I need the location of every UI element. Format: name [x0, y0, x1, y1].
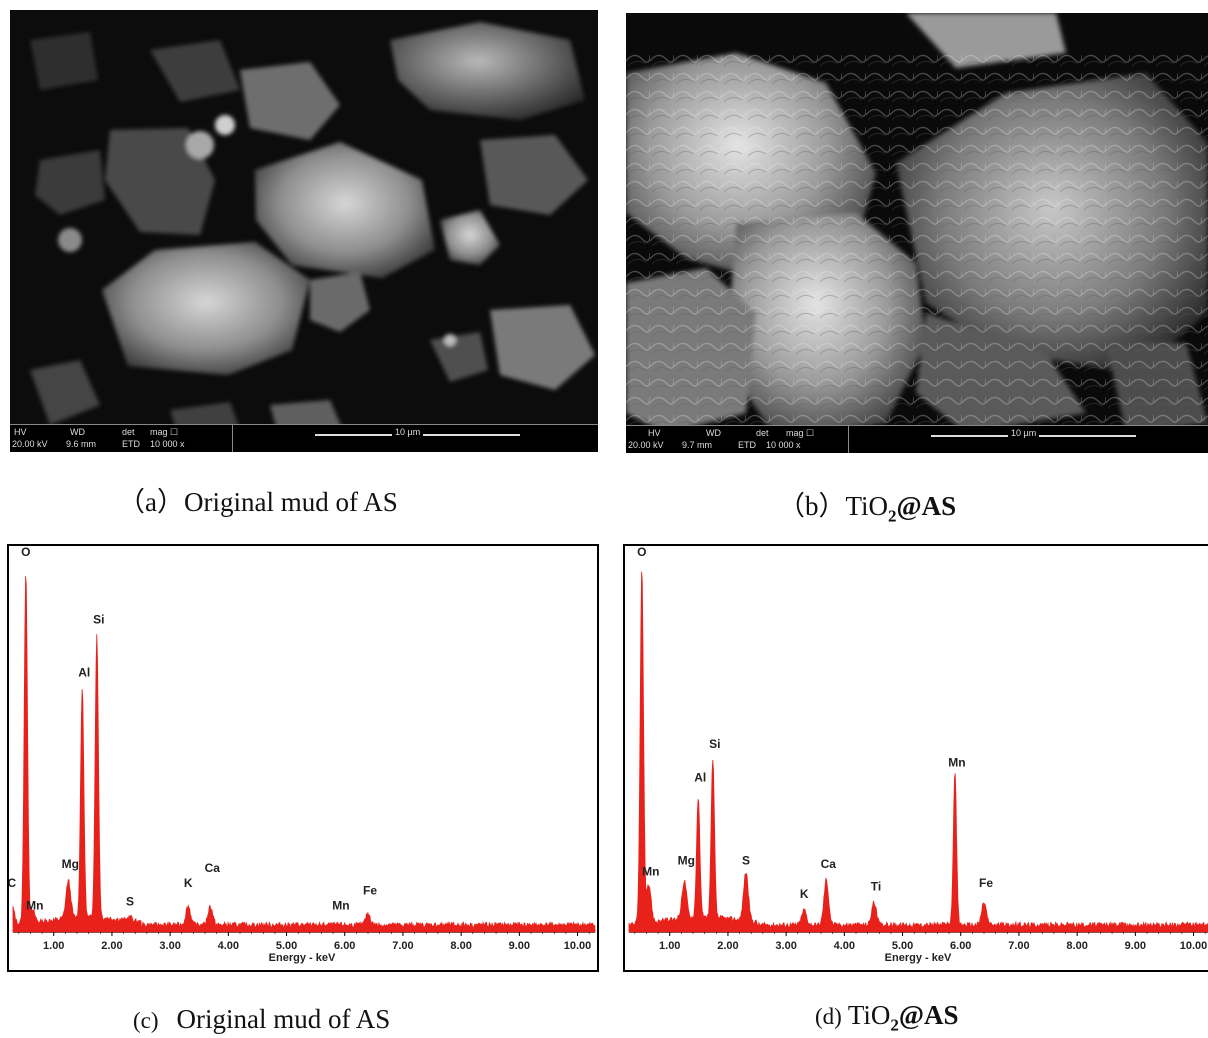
- sem-hv-value: 20.00 kV: [12, 439, 48, 449]
- sem-wd-value: 9.7 mm: [682, 440, 713, 450]
- peak-label-mg: Mg: [678, 853, 695, 867]
- peak-label-s: S: [126, 895, 134, 909]
- eds-chart-c-svg: C O Mn Mg Al Si S K Ca Mn Fe 1.00 2.00 3.00 4.00 5.00 6.…: [9, 546, 596, 964]
- x-axis-label: Energy - keV: [269, 952, 336, 964]
- sem-hv-value: 20.00 kV: [628, 440, 664, 450]
- sem-wd-label: WD: [70, 427, 85, 437]
- caption-d-sub: 2: [890, 1015, 899, 1035]
- peak-label-ti: Ti: [871, 880, 881, 894]
- caption-a-text: Original mud of AS: [183, 487, 398, 517]
- scale-bar-label-a: 10 µm: [395, 427, 421, 437]
- x-tick-label: 10.00: [1180, 940, 1208, 952]
- caption-a-prefix: （a）: [118, 487, 184, 517]
- caption-d-prefix: (d): [815, 1004, 842, 1029]
- caption-c-text: Original mud of AS: [176, 1004, 391, 1034]
- x-tick-label: 2.00: [717, 940, 738, 952]
- sem-det-label: det: [122, 427, 135, 437]
- x-tick-label: 3.00: [775, 940, 796, 952]
- x-tick-label: 5.00: [276, 940, 297, 952]
- caption-b: （b）TiO2@AS: [778, 484, 956, 526]
- sem-info-bar-a: HV 20.00 kV WD 9.6 mm det ETD mag ☐ 10 0…: [10, 424, 598, 452]
- peak-label-o: O: [21, 546, 30, 559]
- peak-label-mn: Mn: [26, 898, 43, 912]
- sem-info-bar-b: HV 20.00 kV WD 9.7 mm det ETD mag ☐ 10 0…: [626, 425, 1208, 453]
- sem-mag-label: mag ☐: [786, 428, 815, 438]
- scale-bar-label-b: 10 µm: [1011, 428, 1037, 438]
- peak-label-ca: Ca: [205, 861, 221, 875]
- peak-label-fe: Fe: [363, 883, 377, 897]
- caption-b-main: TiO: [845, 491, 889, 521]
- x-tick-label: 2.00: [101, 940, 122, 952]
- caption-d-bold: @AS: [898, 1000, 959, 1030]
- x-tick-label: 1.00: [43, 940, 64, 952]
- peak-label-o: O: [637, 546, 646, 559]
- x-tick-label: 8.00: [450, 940, 471, 952]
- caption-a: （a）Original mud of AS: [118, 480, 398, 519]
- x-tick-label: 3.00: [159, 940, 180, 952]
- caption-b-sub: 2: [888, 506, 897, 526]
- peak-label-si: Si: [93, 613, 104, 627]
- sem-micrograph-a: [10, 10, 598, 452]
- caption-c-prefix: (c): [133, 1008, 159, 1033]
- peak-label-mn: Mn: [642, 865, 659, 879]
- x-tick-label: 4.00: [834, 940, 855, 952]
- sem-det-label: det: [756, 428, 769, 438]
- caption-b-bold: @AS: [896, 491, 957, 521]
- peak-label-si: Si: [709, 737, 720, 751]
- eds-chart-d: O Mn Mg Al Si S K Ca Ti Mn Fe 1.00 2.00 3.00 4.00 5.00 6…: [623, 544, 1208, 972]
- peak-label-mn: Mn: [948, 756, 965, 770]
- sem-mag-label: mag ☐: [150, 427, 179, 437]
- eds-chart-d-svg: O Mn Mg Al Si S K Ca Ti Mn Fe 1.00 2.00 3.00 4.00 5.00 6…: [628, 546, 1208, 964]
- spectrum-series: [628, 571, 1208, 933]
- x-tick-label: 6.00: [334, 940, 355, 952]
- caption-d-main: TiO: [847, 1000, 891, 1030]
- sem-hv-label: HV: [14, 427, 27, 437]
- sem-det-value: ETD: [122, 439, 140, 449]
- sem-mag-value: 10 000 x: [150, 439, 185, 449]
- peak-label-s: S: [742, 853, 750, 867]
- x-tick-label: 7.00: [392, 940, 413, 952]
- x-tick-label: 5.00: [892, 940, 913, 952]
- peak-label-mg: Mg: [62, 857, 79, 871]
- peak-label-fe: Fe: [979, 876, 993, 890]
- x-tick-label: 10.00: [564, 940, 592, 952]
- x-tick-label: 9.00: [509, 940, 530, 952]
- sem-wd-label: WD: [706, 428, 721, 438]
- sem-hv-label: HV: [648, 428, 661, 438]
- x-tick-label: 7.00: [1008, 940, 1029, 952]
- peak-label-ca: Ca: [821, 857, 837, 871]
- peak-label-k: K: [184, 876, 193, 890]
- peak-label-mn: Mn: [332, 898, 349, 912]
- sem-wd-value: 9.6 mm: [66, 439, 97, 449]
- sem-mag-value: 10 000 x: [766, 440, 801, 450]
- peak-label-c: C: [9, 876, 17, 890]
- sem-image-a: HV 20.00 kV WD 9.6 mm det ETD mag ☐ 10 0…: [10, 10, 598, 452]
- peak-label-al: Al: [78, 665, 90, 679]
- x-tick-label: 9.00: [1125, 940, 1146, 952]
- spectrum-series: [12, 576, 596, 933]
- x-tick-label: 8.00: [1066, 940, 1087, 952]
- x-axis-label: Energy - keV: [885, 952, 952, 964]
- sem-image-b: HV 20.00 kV WD 9.7 mm det ETD mag ☐ 10 0…: [626, 13, 1208, 453]
- caption-c: (c) Original mud of AS: [133, 1004, 390, 1035]
- caption-b-prefix: （b）: [778, 491, 846, 521]
- caption-d: (d) TiO2@AS: [815, 1000, 959, 1035]
- peak-label-k: K: [800, 887, 809, 901]
- sem-det-value: ETD: [738, 440, 756, 450]
- x-tick-label: 1.00: [659, 940, 680, 952]
- sem-micrograph-b: [626, 13, 1208, 453]
- peak-label-al: Al: [694, 771, 706, 785]
- eds-chart-c: C O Mn Mg Al Si S K Ca Mn Fe 1.00 2.00 3.00 4.00 5.00 6.…: [7, 544, 599, 972]
- x-tick-label: 4.00: [218, 940, 239, 952]
- x-tick-label: 6.00: [950, 940, 971, 952]
